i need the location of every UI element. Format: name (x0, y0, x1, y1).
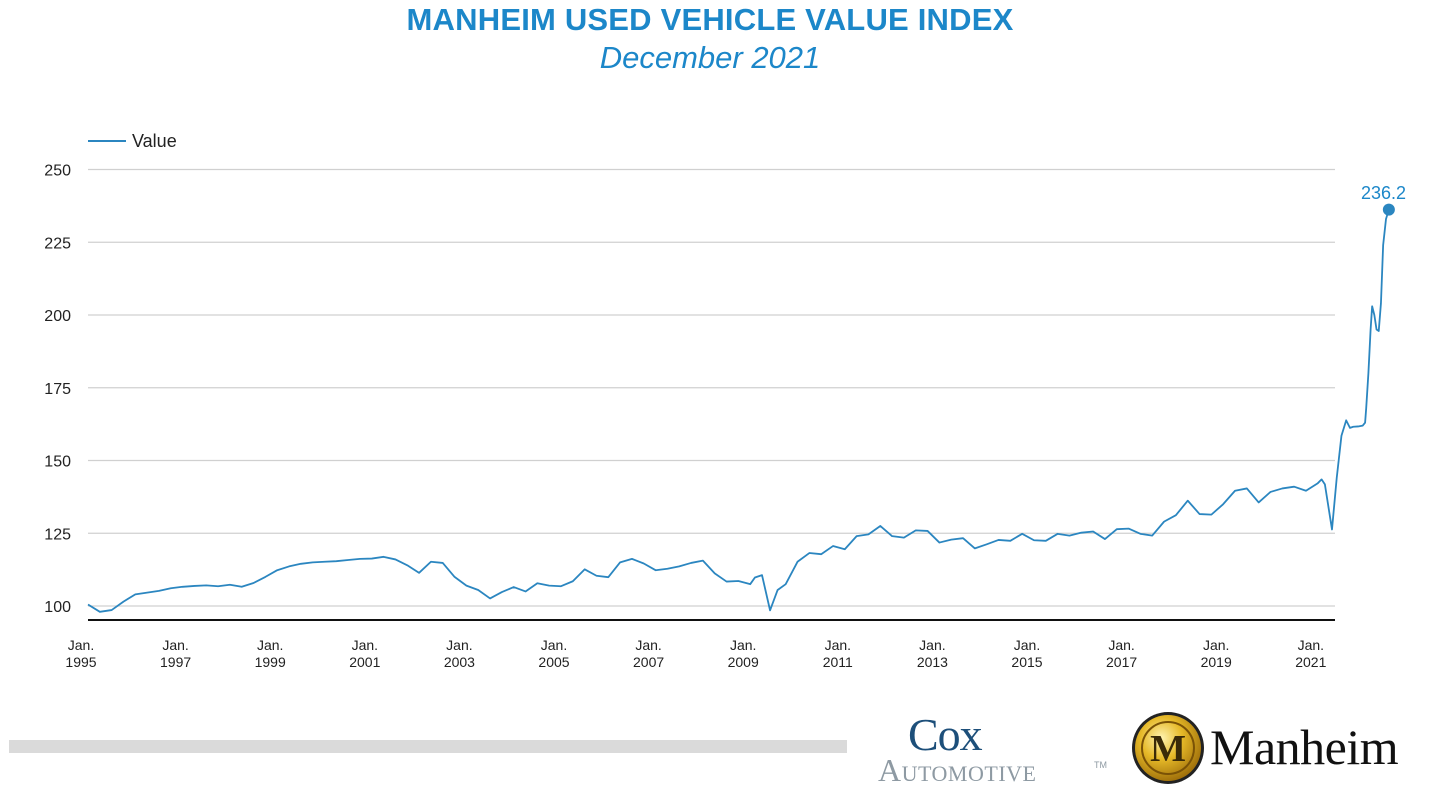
cox-logo-line1: Cox (908, 709, 983, 760)
chart-title: MANHEIM USED VEHICLE VALUE INDEX (406, 2, 1014, 37)
x-tick-label: 2011 (823, 654, 853, 670)
x-tick-label: Jan. (825, 637, 851, 653)
x-tick-label: Jan. (635, 637, 661, 653)
x-tick-label: Jan. (541, 637, 567, 653)
x-tick-label: Jan. (257, 637, 283, 653)
series-line-value (87, 209, 1390, 613)
svg-text:M: M (1150, 728, 1186, 770)
manheim-wordmark: Manheim (1210, 719, 1399, 775)
x-tick-label: 1995 (65, 654, 96, 670)
series-end-point (1382, 203, 1395, 216)
cox-automotive-logo: Cox Automotive TM (878, 708, 1108, 788)
chart-subtitle: December 2021 (599, 40, 821, 75)
y-tick-label: 150 (44, 454, 71, 471)
legend-swatch (88, 140, 126, 142)
x-tick-label: Jan. (1108, 637, 1134, 653)
x-tick-label: 2019 (1201, 654, 1232, 670)
legend-label-value: Value (132, 131, 177, 151)
x-tick-label: 2007 (633, 654, 664, 670)
manheim-emblem-icon: M (1132, 712, 1204, 784)
y-tick-label: 200 (44, 308, 71, 325)
x-tick-label: 2013 (917, 654, 948, 670)
x-tick-label: Jan. (1203, 637, 1229, 653)
x-tick-label: 2001 (349, 654, 380, 670)
y-tick-label: 250 (44, 163, 71, 180)
x-tick-label: Jan. (1298, 637, 1324, 653)
x-tick-label: Jan. (68, 637, 94, 653)
footer-bar (9, 740, 847, 753)
y-tick-label: 100 (44, 599, 71, 616)
x-tick-label: 2015 (1011, 654, 1042, 670)
x-tick-label: 2005 (538, 654, 569, 670)
x-tick-label: Jan. (919, 637, 945, 653)
x-tick-label: 2017 (1106, 654, 1137, 670)
x-tick-label: Jan. (162, 637, 188, 653)
cox-logo-line2: Automotive (878, 752, 1037, 788)
x-tick-label: 1999 (255, 654, 286, 670)
x-tick-label: 1997 (160, 654, 191, 670)
x-tick-label: 2009 (728, 654, 759, 670)
x-tick-label: 2003 (444, 654, 475, 670)
x-tick-label: Jan. (446, 637, 472, 653)
cox-trademark: TM (1094, 760, 1107, 770)
series-group: 236.2 (87, 183, 1406, 613)
x-tick-label: Jan. (1014, 637, 1040, 653)
x-tick-label: Jan. (730, 637, 756, 653)
y-tick-label: 175 (44, 381, 71, 398)
x-tick-label: 2021 (1295, 654, 1326, 670)
y-axis-ticks: 100 125 150 175 200 225 250 (44, 163, 71, 617)
x-tick-label: Jan. (352, 637, 378, 653)
y-tick-label: 225 (44, 235, 71, 252)
y-tick-label: 125 (44, 526, 71, 543)
grid-lines (88, 168, 1335, 621)
x-axis-ticks: Jan.1995Jan.1997Jan.1999Jan.2001Jan.2003… (65, 637, 1326, 670)
data-label-end-value: 236.2 (1361, 183, 1406, 203)
